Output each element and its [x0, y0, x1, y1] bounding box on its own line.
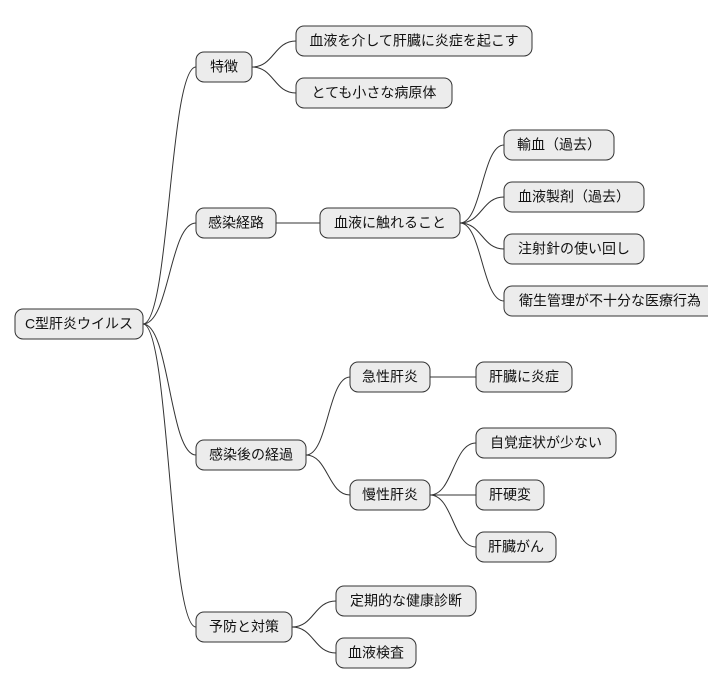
- edge: [306, 377, 350, 455]
- edge: [460, 197, 504, 223]
- node-n4: 予防と対策: [196, 612, 292, 642]
- node-label: 注射針の使い回し: [518, 241, 630, 257]
- node-label: 肝臓に炎症: [489, 369, 559, 385]
- node-label: 血液製剤（過去）: [518, 189, 630, 205]
- mindmap-canvas: C型肝炎ウイルス特徴血液を介して肝臓に炎症を起こすとても小さな病原体感染経路血液…: [0, 0, 708, 696]
- node-label: 慢性肝炎: [362, 487, 418, 503]
- edge: [143, 67, 196, 324]
- node-n2a4: 衛生管理が不十分な医療行為: [504, 286, 708, 316]
- node-n3a: 急性肝炎: [350, 362, 430, 392]
- node-n2a3: 注射針の使い回し: [504, 234, 644, 264]
- node-label: 急性肝炎: [362, 369, 418, 385]
- node-label: 感染経路: [208, 215, 264, 231]
- node-label: 予防と対策: [209, 619, 279, 635]
- nodes-layer: C型肝炎ウイルス特徴血液を介して肝臓に炎症を起こすとても小さな病原体感染経路血液…: [15, 26, 708, 668]
- node-label: 肝硬変: [489, 487, 531, 503]
- edge: [460, 145, 504, 223]
- node-n3b2: 肝硬変: [476, 480, 544, 510]
- edges-layer: [143, 41, 504, 653]
- edge: [460, 223, 504, 301]
- edge: [252, 41, 296, 67]
- node-n3b3: 肝臓がん: [476, 532, 556, 562]
- node-label: 血液に触れること: [334, 215, 446, 231]
- edge: [143, 324, 196, 455]
- node-label: 特徴: [210, 59, 238, 75]
- edge: [143, 223, 196, 324]
- edge: [460, 223, 504, 249]
- node-n4a: 定期的な健康診断: [336, 586, 476, 616]
- node-n1: 特徴: [196, 52, 252, 82]
- node-label: とても小さな病原体: [312, 85, 437, 101]
- node-n3: 感染後の経過: [196, 440, 306, 470]
- node-n3a1: 肝臓に炎症: [476, 362, 572, 392]
- node-n2a: 血液に触れること: [320, 208, 460, 238]
- node-label: 肝臓がん: [488, 539, 544, 555]
- node-n3b1: 自覚症状が少ない: [476, 428, 616, 458]
- node-n1a: 血液を介して肝臓に炎症を起こす: [296, 26, 532, 56]
- edge: [430, 443, 476, 495]
- node-label: 血液検査: [348, 645, 404, 661]
- node-label: 輸血（過去）: [517, 137, 601, 153]
- node-label: C型肝炎ウイルス: [25, 316, 133, 332]
- node-label: 定期的な健康診断: [350, 593, 462, 609]
- node-n2: 感染経路: [196, 208, 276, 238]
- edge: [430, 495, 476, 547]
- edge: [306, 455, 350, 495]
- node-label: 自覚症状が少ない: [490, 435, 602, 451]
- node-n2a1: 輸血（過去）: [504, 130, 614, 160]
- node-n2a2: 血液製剤（過去）: [504, 182, 644, 212]
- node-root: C型肝炎ウイルス: [15, 309, 143, 339]
- node-n1b: とても小さな病原体: [296, 78, 452, 108]
- node-n4b: 血液検査: [336, 638, 416, 668]
- edge: [143, 324, 196, 627]
- node-label: 血液を介して肝臓に炎症を起こす: [309, 33, 518, 49]
- edge: [292, 627, 336, 653]
- node-label: 感染後の経過: [209, 447, 293, 463]
- edge: [252, 67, 296, 93]
- node-label: 衛生管理が不十分な医療行為: [519, 293, 701, 309]
- node-n3b: 慢性肝炎: [350, 480, 430, 510]
- edge: [292, 601, 336, 627]
